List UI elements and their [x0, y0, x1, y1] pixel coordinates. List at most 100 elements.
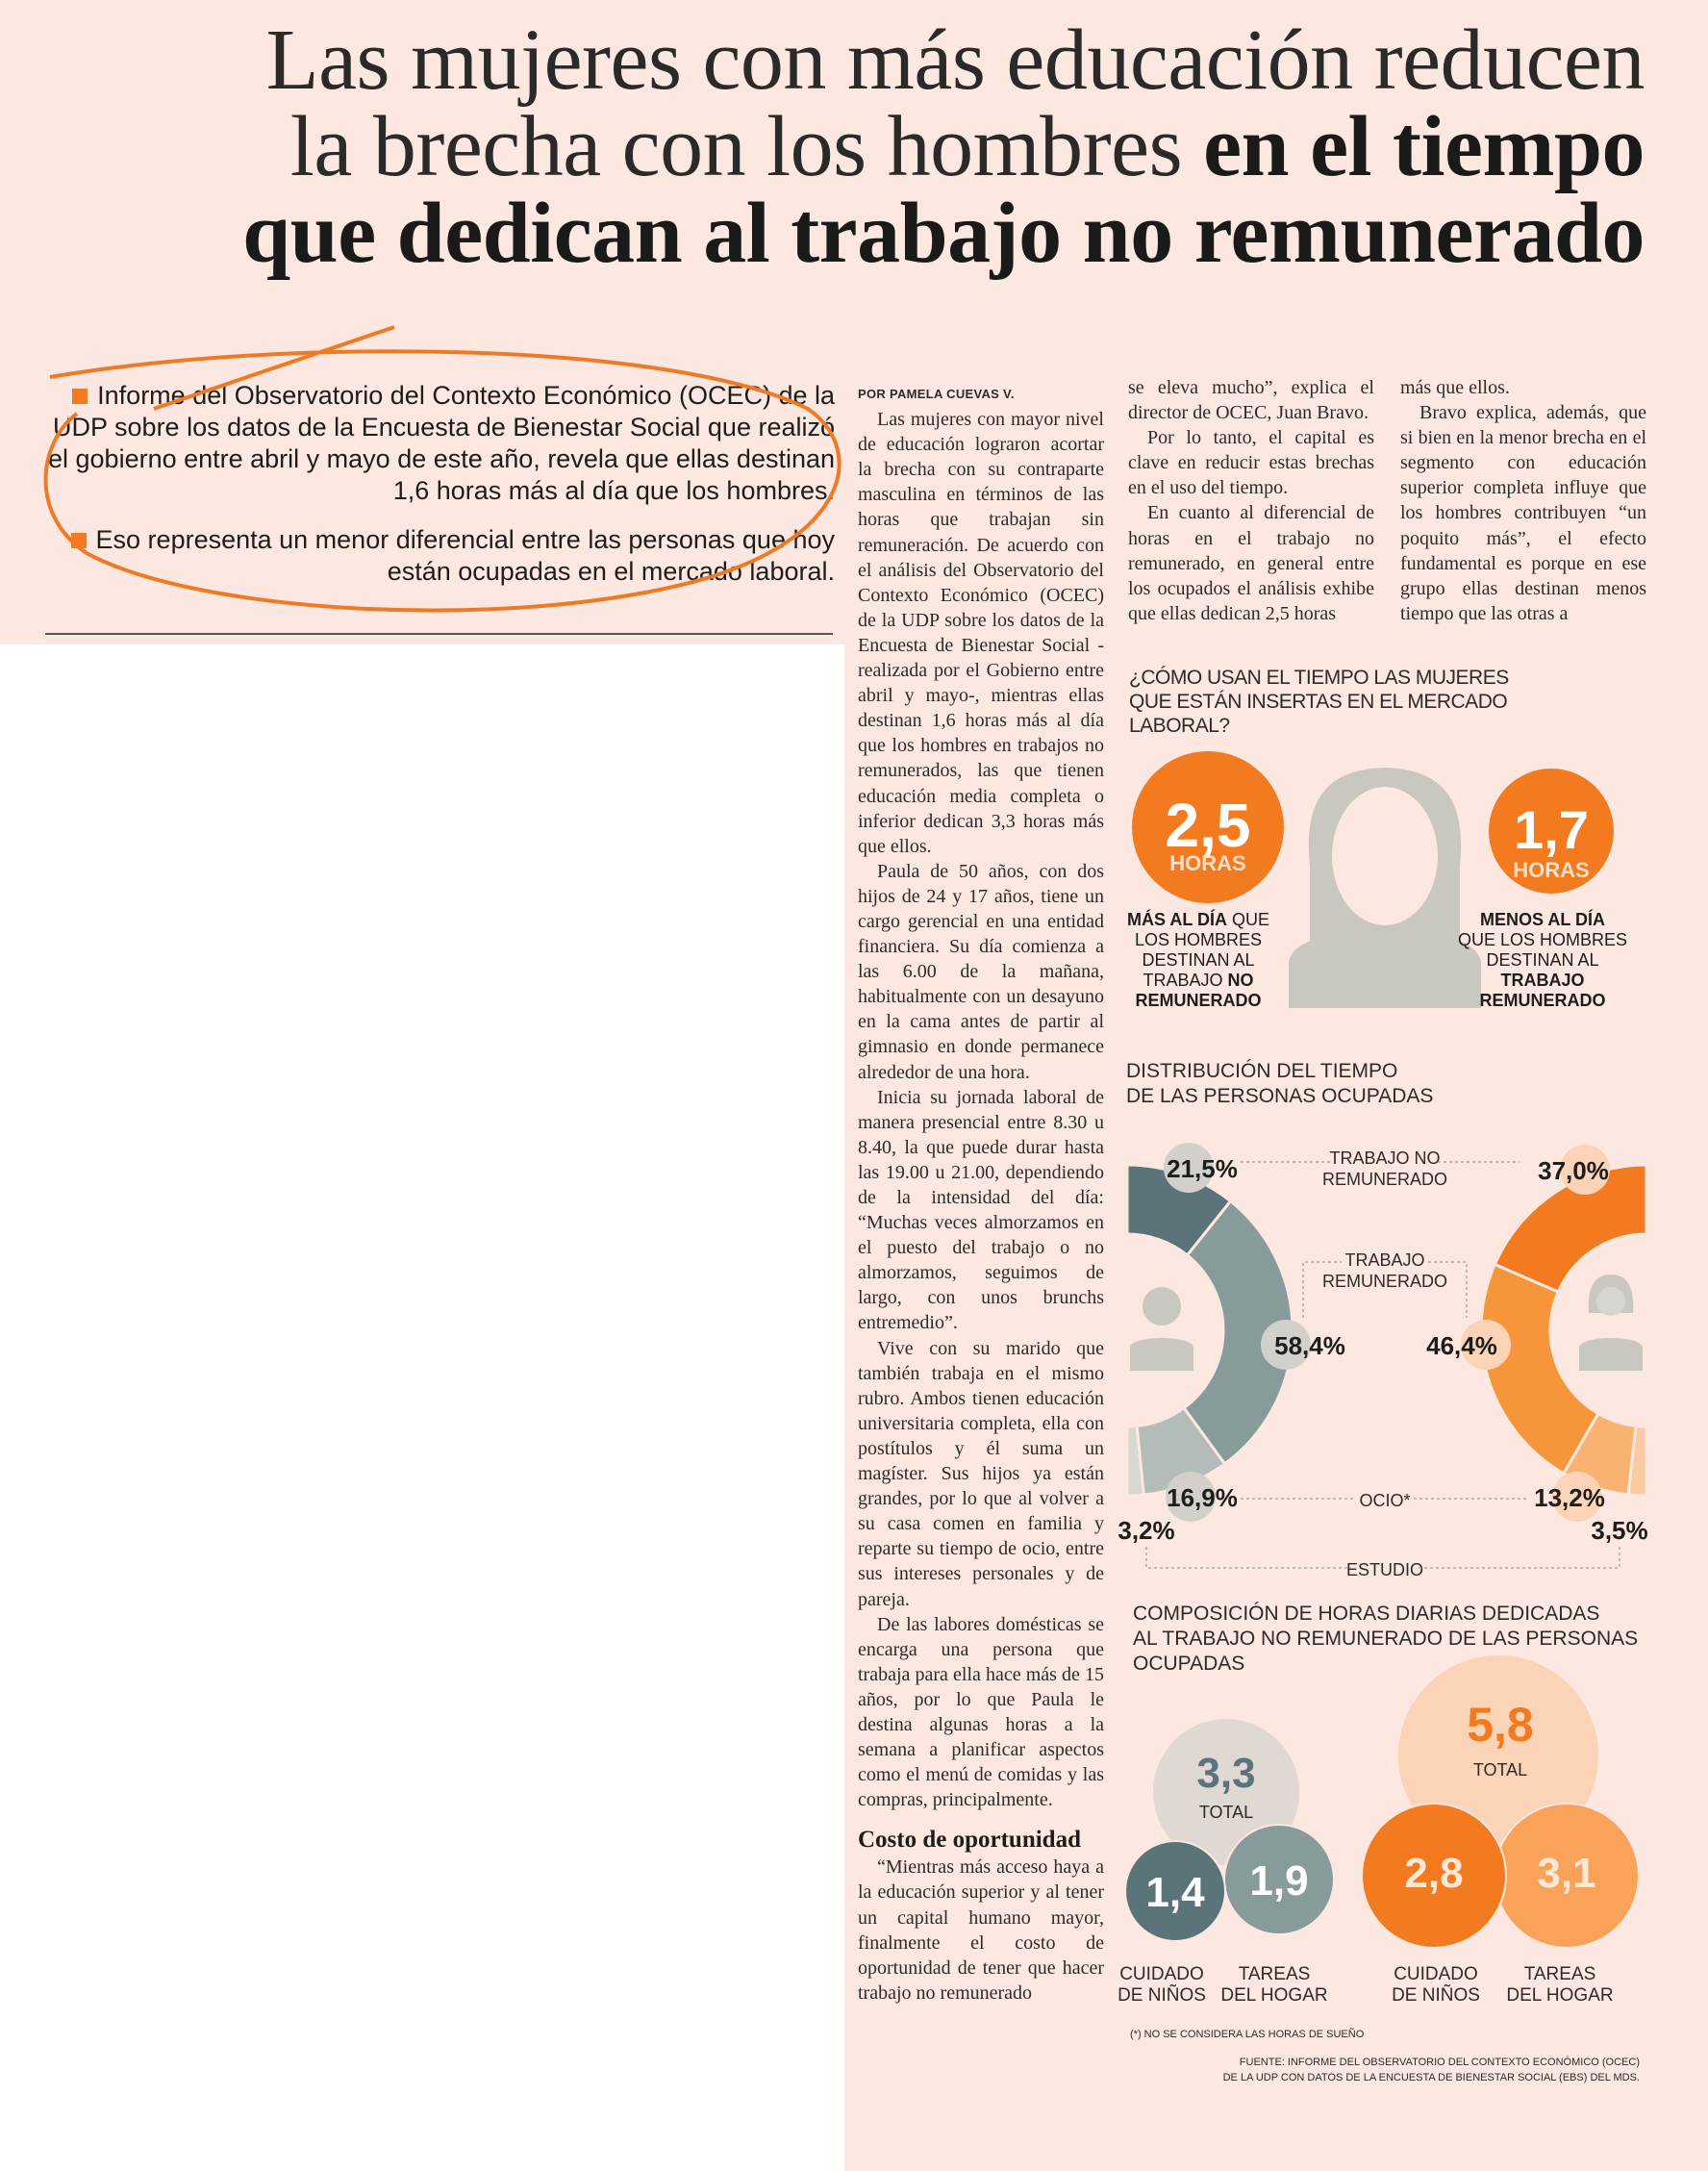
paragraph: De las labores domésticas se encarga una… [858, 1613, 1104, 1811]
category-unpaid-label: TRABAJO NO [1329, 1149, 1440, 1168]
article-column-1: POR PAMELA CUEVAS V. Las mujeres con may… [858, 382, 1104, 2113]
byline: POR PAMELA CUEVAS V. [858, 387, 1015, 401]
source-note: DE LA UDP CON DATOS DE LA ENCUESTA DE BI… [1223, 2072, 1640, 2083]
svg-text:TRABAJO NO: TRABAJO NO [1143, 971, 1253, 990]
housework-label: TAREAS [1524, 1964, 1596, 1984]
men-percent-label: 3,2% [1118, 1516, 1174, 1545]
men-childcare-bubble [1124, 1840, 1226, 1942]
paragraph: Bravo explica, además, que si bien en la… [1400, 402, 1646, 624]
connector-lines [1145, 1161, 1620, 1569]
women-percent-label: 13,2% [1534, 1483, 1605, 1512]
less-hours-circle [1489, 769, 1614, 894]
man-icon [1130, 1287, 1193, 1371]
caption-bold: MÁS AL DÍA [1127, 909, 1227, 929]
caption: TRABAJO [1143, 971, 1227, 990]
women-label-bubble [1560, 1145, 1610, 1195]
article-column-3: más que ellos. Bravo explica, además, qu… [1400, 375, 1646, 626]
more-hours-unit: HORAS [1169, 851, 1245, 875]
headline-line2-light: la brecha con los hombres [289, 99, 1204, 194]
housework-label: DEL HOGAR [1506, 1985, 1613, 2006]
caption: LOS HOMBRES [1135, 930, 1262, 949]
childcare-label: CUIDADO [1394, 1964, 1478, 1984]
composition-chart: COMPOSICIÓN DE HORAS DIARIAS DEDICADAS A… [1118, 1603, 1640, 2083]
headline: Las mujeres con más educación reducen la… [48, 17, 1645, 277]
caption-bold: NO [1228, 971, 1254, 990]
women-childcare-bubble [1361, 1803, 1507, 1949]
women-percent-label: 37,0% [1538, 1156, 1609, 1185]
footnote: (*) NO SE CONSIDERA LAS HORAS DE SUEÑO [1130, 2028, 1365, 2040]
caption-bold: REMUNERADO [1479, 991, 1605, 1010]
subheading: Costo de oportunidad [858, 1827, 1081, 1854]
paragraph: “Mientras más acceso haya a la educación… [858, 1856, 1104, 2004]
composition-title: AL TRABAJO NO REMUNERADO DE LAS PERSONAS [1133, 1628, 1638, 1650]
paragraph: Por lo tanto, el capital es clave en red… [1128, 427, 1374, 499]
headline-line2-bold: en el tiempo [1203, 99, 1645, 194]
svg-text:MÁS AL DÍA QUE: MÁS AL DÍA QUE [1127, 909, 1269, 929]
men-half-donut [1125, 1143, 1311, 1522]
housework-label: TAREAS [1239, 1964, 1311, 1984]
composition-title: OCUPADAS [1133, 1653, 1244, 1675]
childcare-label: DE NIÑOS [1392, 1984, 1480, 2006]
paragraph: Paula de 50 años, con dos hijos de 24 y … [858, 860, 1104, 1083]
caption: QUE LOS HOMBRES [1458, 930, 1627, 949]
caption-bold: REMUNERADO [1135, 991, 1261, 1010]
composition-title: COMPOSICIÓN DE HORAS DIARIAS DEDICADAS [1133, 1603, 1599, 1625]
distribution-chart: DISTRIBUCIÓN DEL TIEMPO DE LAS PERSONAS … [1118, 1060, 1647, 1579]
paragraph: En cuanto al diferencial de horas en el … [1128, 502, 1374, 624]
men-total-label: TOTAL [1199, 1803, 1253, 1822]
caption-bold: MENOS AL DÍA [1480, 909, 1605, 929]
headline-line3: que dedican al trabajo no remunerado [242, 186, 1645, 281]
women-total-value: 5,8 [1467, 1698, 1534, 1752]
women-percent-label: 46,4% [1426, 1331, 1497, 1360]
category-study-label: ESTUDIO [1346, 1560, 1423, 1579]
less-hours-value: 1,7 [1514, 799, 1589, 860]
women-childcare-value: 2,8 [1404, 1850, 1463, 1897]
woman-silhouette-icon [1289, 768, 1481, 1008]
paragraph: se eleva mucho”, explica el director de … [1128, 377, 1374, 424]
childcare-label: CUIDADO [1119, 1964, 1204, 1984]
category-leisure-label: OCIO* [1359, 1491, 1410, 1510]
men-total-value: 3,3 [1196, 1750, 1255, 1797]
caption-bold: TRABAJO [1500, 971, 1584, 990]
men-label-bubble [1166, 1472, 1216, 1522]
category-paid-label: TRABAJO [1344, 1250, 1424, 1270]
distribution-title: DISTRIBUCIÓN DEL TIEMPO [1126, 1060, 1397, 1082]
caption: DESTINAN AL [1486, 950, 1598, 970]
paragraph: más que ellos. [1400, 377, 1510, 398]
men-segment-3 [1125, 1424, 1145, 1498]
men-segment-1 [1181, 1199, 1294, 1466]
childcare-label: DE NIÑOS [1118, 1984, 1206, 2006]
paragraph: Vive con su marido que también trabaja e… [858, 1337, 1104, 1610]
men-percent-label: 21,5% [1167, 1154, 1238, 1183]
women-half-donut [1461, 1145, 1648, 1522]
usage-title: ¿CÓMO USAN EL TIEMPO LAS MUJERES QUE EST… [1129, 667, 1509, 737]
category-paid-label: REMUNERADO [1322, 1272, 1447, 1291]
paragraph: Inicia su jornada laboral de manera pres… [858, 1086, 1104, 1334]
article-column-2: se eleva mucho”, explica el director de … [1128, 375, 1374, 626]
headline-line1: Las mujeres con más educación reducen [265, 13, 1645, 108]
source-note: FUENTE: INFORME DEL OBSERVATORIO DEL CON… [1240, 2056, 1640, 2068]
less-hours-unit: HORAS [1513, 858, 1589, 882]
men-percent-label: 58,4% [1274, 1331, 1345, 1360]
women-total-label: TOTAL [1473, 1760, 1527, 1780]
women-label-bubble [1552, 1472, 1602, 1522]
men-label-bubble [1261, 1320, 1311, 1370]
category-unpaid-label: REMUNERADO [1322, 1170, 1447, 1189]
women-segment-3 [1626, 1424, 1648, 1498]
paragraph: Las mujeres con mayor nivel de educación… [858, 409, 1104, 857]
usage-infographic: 2,5 HORAS MÁS AL DÍA QUE LOS HOMBRES DES… [1127, 751, 1627, 1010]
more-hours-circle [1132, 751, 1284, 903]
housework-label: DEL HOGAR [1220, 1985, 1327, 2006]
caption: QUE [1227, 910, 1269, 929]
men-label-bubble [1164, 1143, 1214, 1193]
men-housework-value: 1,9 [1249, 1857, 1308, 1905]
caption: DESTINAN AL [1142, 950, 1254, 970]
more-hours-value: 2,5 [1166, 791, 1251, 860]
men-percent-label: 16,9% [1167, 1483, 1238, 1512]
men-childcare-value: 1,4 [1145, 1869, 1205, 1916]
women-percent-label: 3,5% [1591, 1516, 1647, 1545]
woman-icon [1579, 1275, 1643, 1371]
women-label-bubble [1461, 1320, 1511, 1370]
divider [45, 633, 833, 635]
